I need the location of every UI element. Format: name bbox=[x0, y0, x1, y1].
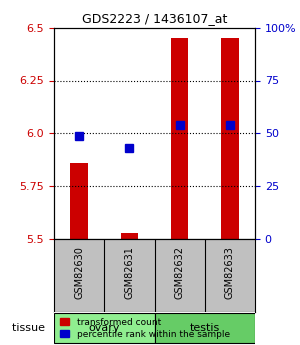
Text: ovary: ovary bbox=[88, 323, 120, 333]
Legend: transformed count, percentile rank within the sample: transformed count, percentile rank withi… bbox=[58, 316, 232, 341]
Text: GSM82632: GSM82632 bbox=[175, 246, 184, 299]
Bar bbox=[121, 233, 138, 239]
Text: GSM82631: GSM82631 bbox=[124, 246, 134, 299]
FancyBboxPatch shape bbox=[54, 313, 154, 343]
Text: testis: testis bbox=[190, 323, 220, 333]
Title: GDS2223 / 1436107_at: GDS2223 / 1436107_at bbox=[82, 12, 227, 25]
Text: GSM82630: GSM82630 bbox=[74, 246, 84, 299]
Bar bbox=[70, 163, 88, 239]
Bar bbox=[221, 38, 239, 239]
Text: tissue: tissue bbox=[13, 323, 49, 333]
Text: GSM82633: GSM82633 bbox=[225, 246, 235, 299]
Bar bbox=[171, 38, 188, 239]
FancyBboxPatch shape bbox=[154, 313, 255, 343]
